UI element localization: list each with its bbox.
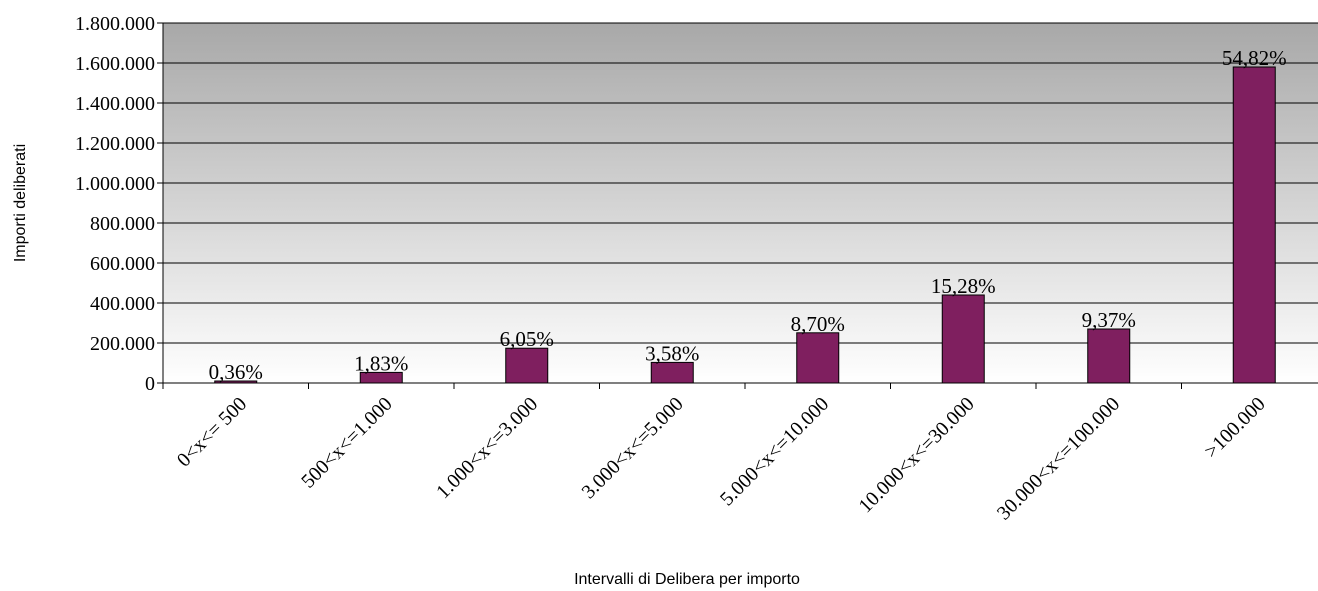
data-label: 6,05%	[500, 327, 554, 351]
x-axis-title: Intervalli di Delibera per importo	[574, 571, 800, 588]
data-label: 3,58%	[645, 341, 699, 365]
x-tick-label: 1.000<x<=3.000	[432, 393, 542, 503]
y-tick-label: 800.000	[90, 213, 155, 235]
bar	[941, 294, 985, 384]
y-tick-label: 0	[145, 373, 155, 395]
x-tick-labels: 0<x<= 500 500<x<=1.000 1.000<x<=3.000 3.000…	[173, 393, 1270, 524]
axes	[157, 22, 1318, 389]
y-tick-label: 1.400.000	[75, 93, 155, 115]
x-tick-label: 0<x<= 500	[173, 393, 251, 471]
x-tick-label: 3.000<x<=5.000	[578, 393, 688, 503]
plot-area	[163, 23, 1318, 383]
y-axis-title: Importi deliberati	[12, 144, 29, 262]
y-tick-label: 600.000	[90, 253, 155, 275]
data-label: 9,37%	[1082, 308, 1136, 332]
x-tick-label: 500<x<=1.000	[297, 393, 397, 493]
data-label: 0,36%	[209, 360, 263, 384]
y-tick-label: 1.800.000	[75, 13, 155, 35]
bar	[650, 361, 694, 384]
bars	[214, 66, 1276, 384]
y-tick-label: 1.000.000	[75, 173, 155, 195]
y-tick-label: 200.000	[90, 333, 155, 355]
data-label: 8,70%	[791, 312, 845, 336]
bar	[1087, 328, 1131, 384]
data-labels: 0,36% 1,83% 6,05% 3,58% 8,70% 15,28% 9,37% 54,8…	[209, 46, 1287, 384]
x-tick-label: 10.000<x<=30.000	[854, 393, 978, 517]
y-tick-labels: 0 200.000 400.000 600.000 800.000 1.000.000 1.…	[75, 13, 155, 395]
bar	[1232, 66, 1276, 384]
x-tick-label: >100.000	[1200, 393, 1269, 462]
bar	[796, 332, 840, 384]
y-tick-label: 1.200.000	[75, 133, 155, 155]
gridlines	[163, 22, 1318, 344]
data-label: 15,28%	[931, 274, 996, 298]
data-label: 54,82%	[1222, 46, 1287, 70]
y-tick-label: 1.600.000	[75, 53, 155, 75]
x-tick-label: 5.000<x<=10.000	[716, 393, 833, 510]
data-label: 1,83%	[354, 351, 408, 375]
y-tick-label: 400.000	[90, 293, 155, 315]
x-tick-label: 30.000<x<=100.000	[993, 393, 1124, 524]
bar	[505, 347, 549, 384]
